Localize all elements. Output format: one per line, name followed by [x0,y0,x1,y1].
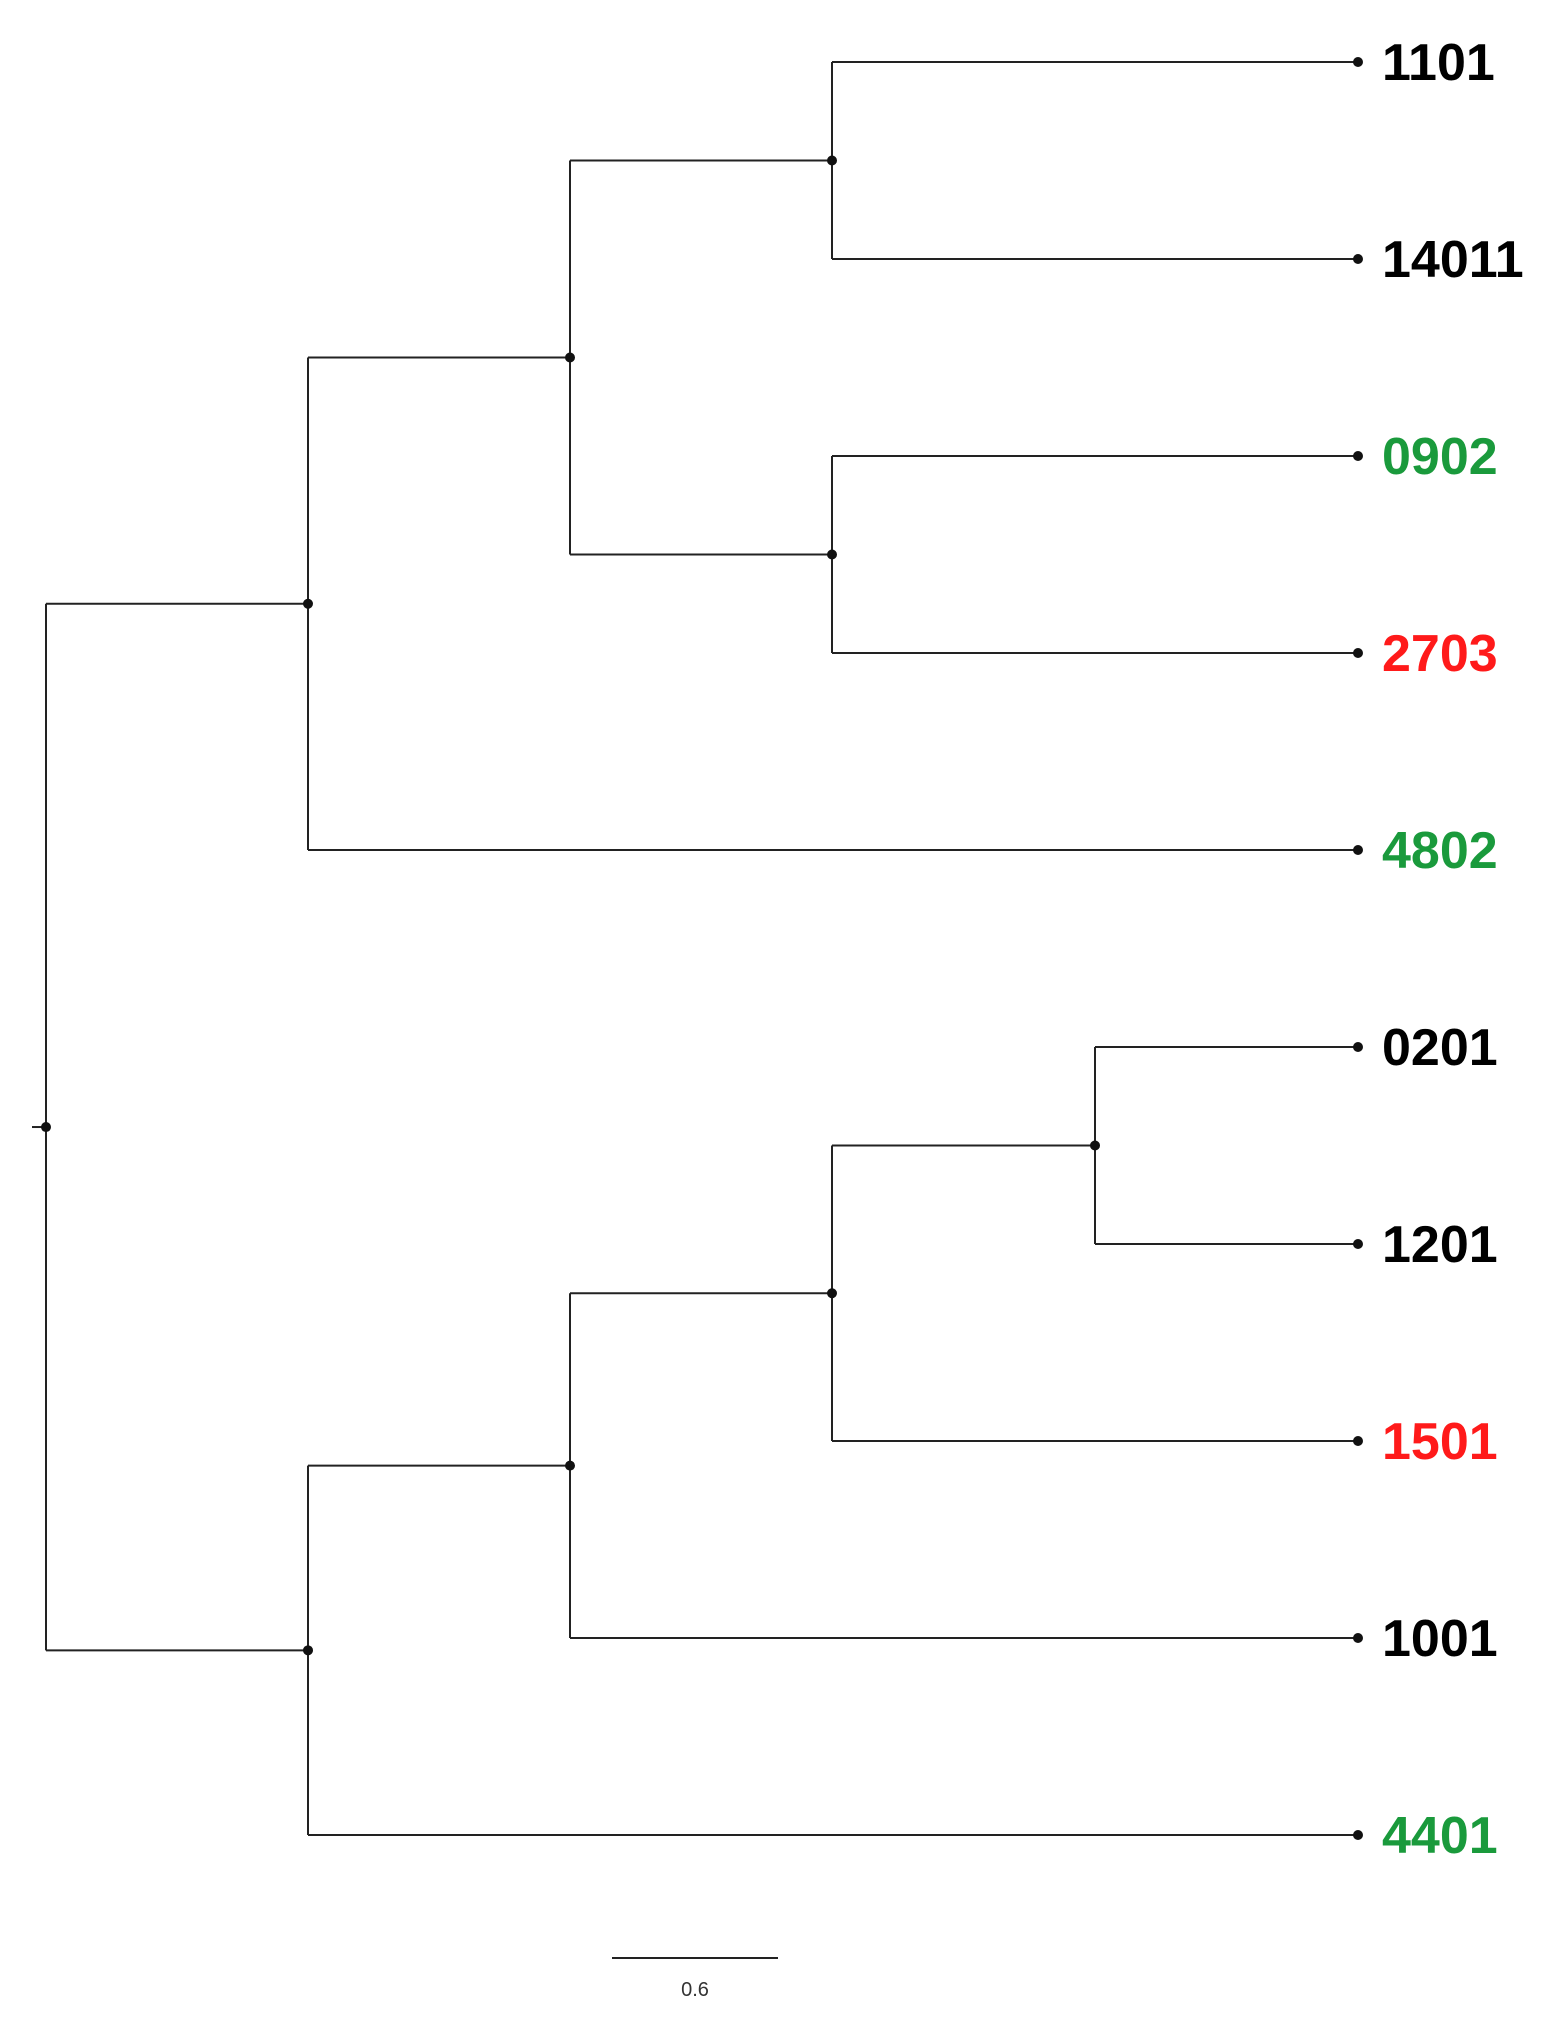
internal-node [565,352,575,363]
internal-node [1090,1140,1100,1151]
scale-bar-label: 0.6 [681,1979,709,2001]
root-node [41,1122,51,1133]
tip-node [1353,1239,1363,1249]
tip-node [1353,1633,1363,1643]
tip-node [1353,648,1363,658]
internal-node [303,1645,313,1656]
tip-label: 0201 [1382,1019,1498,1077]
scale-bar: 0.6 [612,1957,778,2001]
tip-node [1353,1830,1363,1840]
tip-label: 14011 [1382,231,1524,289]
tip-node [1353,254,1363,264]
tree-nodes [41,57,1363,1840]
internal-node [565,1460,575,1471]
tip-node [1353,1042,1363,1052]
tip-label: 4802 [1382,822,1498,880]
tip-labels: 1101 14011 0902 2703 4802 0201 1201 1501 1001 440… [1382,34,1524,1865]
tip-node [1353,845,1363,855]
internal-node [827,1288,837,1299]
tip-label: 1201 [1382,1216,1498,1274]
tip-label: 1101 [1382,34,1495,92]
internal-node [827,549,837,560]
tip-label: 4401 [1382,1807,1498,1865]
tip-node [1353,451,1363,461]
tip-node [1353,57,1363,67]
tip-label: 2703 [1382,625,1498,683]
tip-node [1353,1436,1363,1446]
tip-label: 1501 [1382,1413,1498,1471]
tip-label: 0902 [1382,428,1498,486]
internal-node [303,598,313,609]
tree-branches [32,61,1358,1836]
internal-node [827,155,837,166]
tip-label: 1001 [1382,1610,1498,1668]
